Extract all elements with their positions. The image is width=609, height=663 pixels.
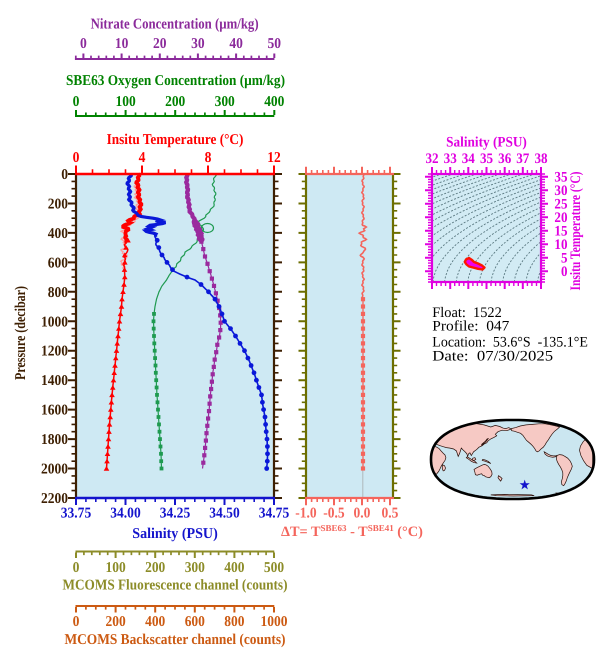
- svg-text:100: 100: [106, 560, 126, 576]
- svg-text:MCOMS Fluorescence channel (co: MCOMS Fluorescence channel (counts): [63, 578, 288, 594]
- svg-text:1000: 1000: [41, 314, 68, 330]
- svg-text:0: 0: [73, 150, 80, 166]
- svg-text:10: 10: [115, 36, 129, 52]
- svg-text:400: 400: [145, 614, 165, 630]
- svg-text:Location: 53.6°S -135.1°E: Location: 53.6°S -135.1°E: [432, 335, 588, 351]
- svg-text:200: 200: [165, 94, 185, 110]
- svg-text:300: 300: [215, 94, 235, 110]
- svg-text:-0.5: -0.5: [323, 506, 344, 522]
- svg-text:200: 200: [145, 560, 165, 576]
- svg-text:400: 400: [224, 560, 244, 576]
- svg-text:600: 600: [48, 255, 68, 271]
- svg-text:0: 0: [80, 36, 87, 52]
- svg-text:1200: 1200: [41, 344, 68, 360]
- svg-text:Insitu Temperature (°C): Insitu Temperature (°C): [107, 132, 244, 148]
- svg-text:34.75: 34.75: [259, 506, 289, 522]
- svg-text:Salinity (PSU): Salinity (PSU): [132, 526, 218, 542]
- svg-text:SBE63 Oxygen Concentration (µm: SBE63 Oxygen Concentration (µm/kg): [66, 73, 285, 89]
- svg-text:20: 20: [153, 36, 167, 52]
- svg-text:600: 600: [185, 614, 205, 630]
- svg-text:ΔT= TSBE63 - TSBE41 (°C): ΔT= TSBE63 - TSBE41 (°C): [281, 523, 423, 540]
- svg-text:2000: 2000: [41, 462, 68, 478]
- svg-text:Pressure (decibar): Pressure (decibar): [13, 286, 29, 380]
- svg-text:200: 200: [48, 197, 68, 213]
- svg-text:5: 5: [561, 251, 568, 267]
- svg-text:800: 800: [48, 285, 68, 301]
- svg-text:20: 20: [554, 210, 567, 226]
- svg-text:12: 12: [267, 150, 281, 166]
- svg-text:40: 40: [229, 36, 243, 52]
- svg-text:1000: 1000: [261, 614, 288, 630]
- svg-text:34.25: 34.25: [160, 506, 190, 522]
- svg-text:Profile: 047: Profile: 047: [432, 319, 509, 335]
- svg-text:Salinity (PSU): Salinity (PSU): [446, 135, 527, 151]
- svg-text:50: 50: [268, 36, 282, 52]
- svg-text:1400: 1400: [41, 373, 68, 389]
- svg-text:1800: 1800: [41, 432, 68, 448]
- svg-text:35: 35: [554, 170, 567, 186]
- svg-text:4: 4: [139, 150, 146, 166]
- svg-text:0: 0: [73, 614, 80, 630]
- svg-text:-1.0: -1.0: [295, 506, 316, 522]
- svg-text:0: 0: [61, 167, 68, 183]
- svg-text:10: 10: [554, 237, 567, 253]
- svg-text:1600: 1600: [41, 403, 68, 419]
- svg-text:400: 400: [264, 94, 284, 110]
- svg-text:100: 100: [116, 94, 136, 110]
- svg-text:8: 8: [205, 150, 212, 166]
- svg-text:800: 800: [224, 614, 244, 630]
- svg-text:33.75: 33.75: [61, 506, 91, 522]
- svg-text:38: 38: [534, 151, 547, 167]
- svg-text:0: 0: [73, 560, 80, 576]
- svg-text:34.50: 34.50: [209, 506, 239, 522]
- svg-text:200: 200: [106, 614, 126, 630]
- svg-text:37: 37: [516, 151, 529, 167]
- svg-text:0: 0: [561, 264, 568, 280]
- svg-text:400: 400: [48, 226, 68, 242]
- svg-text:0: 0: [73, 94, 80, 110]
- svg-text:Insitu Temperature (°C): Insitu Temperature (°C): [568, 171, 584, 290]
- svg-text:MCOMS Backscatter channel (cou: MCOMS Backscatter channel (counts): [65, 632, 286, 648]
- svg-text:30: 30: [191, 36, 205, 52]
- svg-text:Float: 1522: Float: 1522: [432, 305, 502, 321]
- svg-text:35: 35: [480, 151, 493, 167]
- svg-text:2200: 2200: [41, 491, 68, 507]
- svg-text:36: 36: [498, 151, 511, 167]
- svg-text:300: 300: [185, 560, 205, 576]
- svg-text:Nitrate Concentration (µm/kg): Nitrate Concentration (µm/kg): [91, 17, 259, 33]
- svg-text:33: 33: [444, 151, 457, 167]
- svg-text:500: 500: [264, 560, 284, 576]
- svg-text:15: 15: [554, 224, 567, 240]
- svg-text:30: 30: [554, 183, 567, 199]
- svg-text:34: 34: [462, 151, 475, 167]
- svg-text:34.00: 34.00: [110, 506, 140, 522]
- svg-text:0.5: 0.5: [382, 506, 399, 522]
- svg-text:Date: 07/30/2025: Date: 07/30/2025: [432, 349, 553, 365]
- svg-text:32: 32: [425, 151, 438, 167]
- svg-text:0.0: 0.0: [354, 506, 371, 522]
- svg-text:25: 25: [554, 197, 567, 213]
